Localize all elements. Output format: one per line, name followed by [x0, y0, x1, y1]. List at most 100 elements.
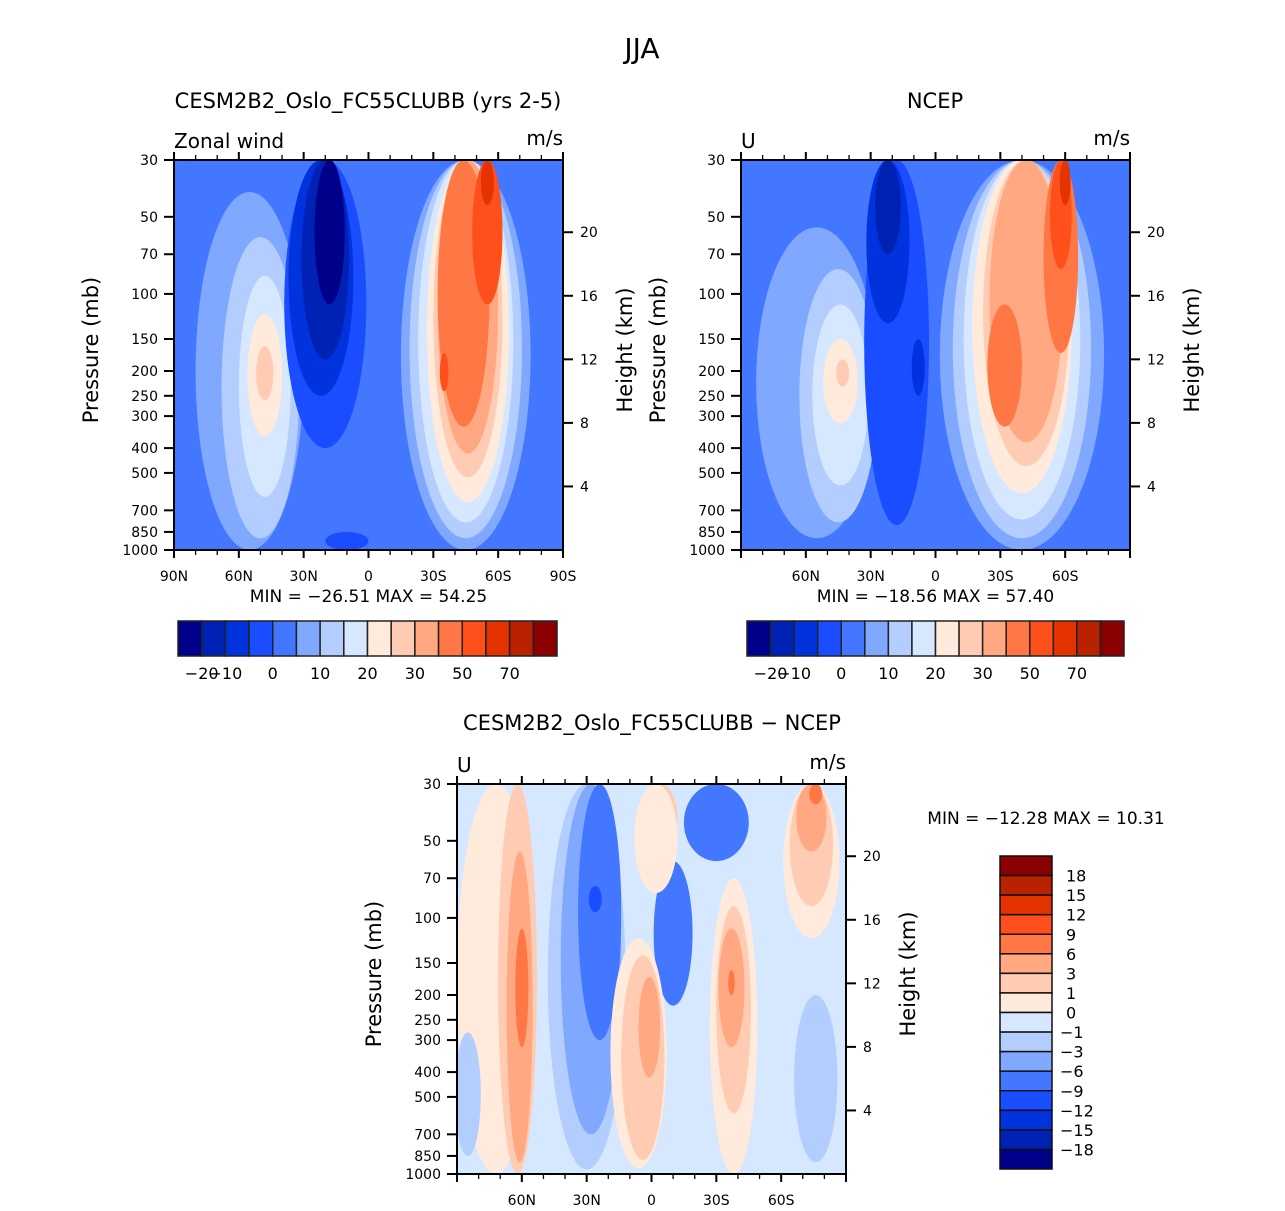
y2-tick-label: 16	[1147, 289, 1165, 305]
colorbar-swatch	[999, 933, 1053, 955]
contour-field	[457, 784, 846, 1174]
contour-region	[836, 359, 850, 387]
colorbar-swatch	[999, 1109, 1053, 1131]
colorbar-label: 9	[1066, 925, 1076, 944]
colorbar-swatch	[1076, 620, 1102, 657]
colorbar-label: 15	[1066, 886, 1086, 905]
contour-region	[578, 784, 622, 1041]
colorbar-swatch	[999, 992, 1053, 1014]
y-tick-label: 850	[698, 525, 725, 541]
x-tick-label: 0	[931, 569, 940, 585]
y-tick-label: 70	[423, 871, 441, 887]
colorbar-swatch	[999, 855, 1053, 877]
colorbar-label: 70	[499, 664, 519, 683]
y-tick-label: 500	[131, 466, 158, 482]
colorbar-swatch	[319, 620, 345, 657]
colorbar-swatch	[999, 1148, 1053, 1170]
x-tick-label: 30S	[703, 1193, 730, 1209]
panel-title: CESM2B2_Oslo_FC55CLUBB (yrs 2-5)	[175, 89, 562, 114]
colorbar-swatch	[414, 620, 440, 657]
panel-title: NCEP	[907, 89, 963, 113]
y-tick-label: 700	[131, 503, 158, 519]
colorbar-label: 50	[452, 664, 472, 683]
y-tick-label: 250	[698, 389, 725, 405]
x-tick-label: 60S	[768, 1193, 795, 1209]
colorbar-swatch	[934, 620, 960, 657]
chart-panel-obs: 60N 30N 0 30S 60S305070100150200250300400500…	[646, 89, 1204, 683]
contour-region	[911, 339, 925, 396]
contour-field	[174, 160, 563, 550]
y-tick-label: 200	[698, 364, 725, 380]
colorbar-swatch	[816, 620, 842, 657]
x-tick-label: 60S	[485, 569, 512, 585]
colorbar-swatch	[532, 620, 558, 657]
y-tick-label: 150	[698, 332, 725, 348]
colorbar-label: −18	[1060, 1140, 1094, 1159]
colorbar-label: 3	[1066, 964, 1076, 983]
units-label: m/s	[526, 126, 563, 150]
contour-region	[325, 531, 369, 550]
x-tick-label: 60S	[1052, 569, 1079, 585]
y-tick-label: 500	[698, 466, 725, 482]
y2-tick-label: 16	[863, 913, 881, 929]
y2-tick-label: 12	[1147, 352, 1165, 368]
x-tick-label: 90S	[550, 569, 577, 585]
colorbar-swatch	[272, 620, 298, 657]
variable-label: U	[741, 129, 756, 153]
y2-tick-label: 4	[1147, 479, 1156, 495]
colorbar-label: 0	[836, 664, 846, 683]
contour-field	[741, 160, 1130, 550]
contour-region	[174, 160, 207, 228]
colorbar-label: −15	[1060, 1121, 1094, 1140]
x-tick-label: 30N	[290, 569, 318, 585]
chart-panel-diff: 60N 30N 0 30S 60S305070100150200250300400500…	[362, 711, 1165, 1209]
y2-tick-label: 8	[1147, 416, 1156, 432]
colorbar-label: 50	[1020, 664, 1040, 683]
y-tick-label: 200	[131, 364, 158, 380]
colorbar-swatch	[887, 620, 913, 657]
variable-label: Zonal wind	[174, 129, 284, 153]
y-tick-label: 300	[131, 409, 158, 425]
panel-title: CESM2B2_Oslo_FC55CLUBB − NCEP	[463, 711, 841, 736]
y-tick-label: 1000	[122, 543, 158, 559]
y-tick-label: 300	[698, 409, 725, 425]
y2-tick-label: 20	[1147, 225, 1165, 241]
colorbar-swatch	[999, 874, 1053, 896]
colorbar-swatch	[390, 620, 416, 657]
colorbar-label: 10	[310, 664, 330, 683]
colorbar-swatch	[437, 620, 463, 657]
y-tick-label: 30	[423, 777, 441, 793]
y-axis-title: Pressure (mb)	[362, 901, 386, 1048]
contour-region	[457, 1032, 481, 1156]
units-label: m/s	[1093, 126, 1130, 150]
colorbar-label: −10	[777, 664, 811, 683]
colorbar-swatch	[999, 913, 1053, 935]
contour-region	[874, 160, 901, 255]
colorbar-swatch	[746, 620, 772, 657]
y-tick-label: 50	[140, 210, 158, 226]
min-max-stats: MIN = −26.51 MAX = 54.25	[250, 587, 487, 607]
min-max-stats: MIN = −12.28 MAX = 10.31	[927, 809, 1164, 829]
contour-region	[480, 160, 494, 206]
y-tick-label: 400	[131, 441, 158, 457]
y-tick-label: 400	[698, 441, 725, 457]
colorbar-label: 0	[268, 664, 278, 683]
y-tick-label: 1000	[689, 543, 725, 559]
y-tick-label: 30	[707, 153, 725, 169]
x-tick-label: 30S	[420, 569, 447, 585]
colorbar-swatch	[485, 620, 511, 657]
x-tick-label: 60N	[225, 569, 253, 585]
y2-axis-title: Height (km)	[1180, 287, 1204, 412]
colorbar-swatch	[999, 1050, 1053, 1072]
colorbar-label: 12	[1066, 906, 1086, 925]
colorbar-label: 0	[1066, 1004, 1076, 1023]
colorbar-swatch	[981, 620, 1007, 657]
y2-tick-label: 16	[580, 289, 598, 305]
x-tick-label: 0	[647, 1193, 656, 1209]
colorbar-label: 20	[357, 664, 377, 683]
colorbar-swatch	[911, 620, 937, 657]
colorbar-swatch	[248, 620, 274, 657]
colorbar-label: −3	[1060, 1043, 1084, 1062]
y-tick-label: 850	[414, 1149, 441, 1165]
